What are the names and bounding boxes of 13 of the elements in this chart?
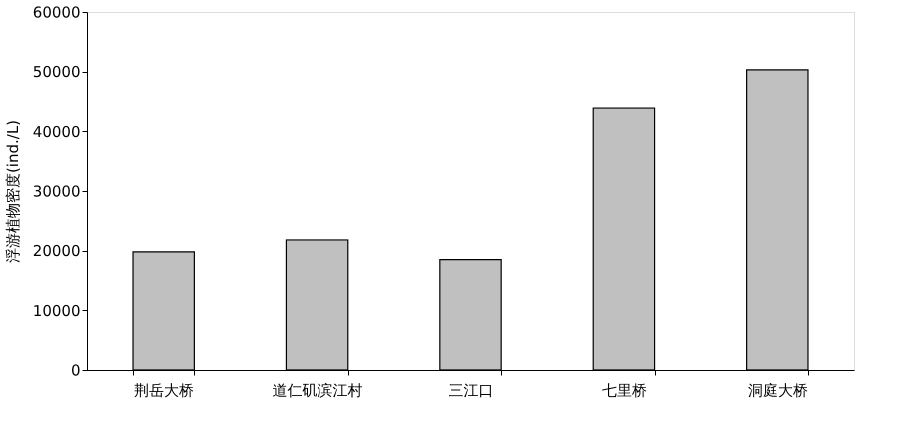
y-tick-label: 30000 bbox=[32, 182, 80, 200]
y-tick-label: 10000 bbox=[32, 302, 80, 320]
y-tick-label: 0 bbox=[70, 362, 80, 380]
x-tick-label: 七里桥 bbox=[602, 382, 647, 400]
x-tick-label: 道仁矶滨江村 bbox=[272, 382, 363, 400]
x-tick-label: 荆岳大桥 bbox=[134, 382, 194, 400]
y-tick-label: 50000 bbox=[32, 63, 80, 82]
y-axis-title: 浮游植物密度(ind./L) bbox=[4, 120, 22, 264]
x-tick-label: 洞庭大桥 bbox=[748, 382, 808, 400]
x-tick-label: 三江口 bbox=[448, 382, 494, 400]
y-tick-label: 40000 bbox=[32, 122, 80, 141]
y-tick-label: 20000 bbox=[32, 242, 80, 260]
y-tick-label: 60000 bbox=[32, 4, 80, 22]
